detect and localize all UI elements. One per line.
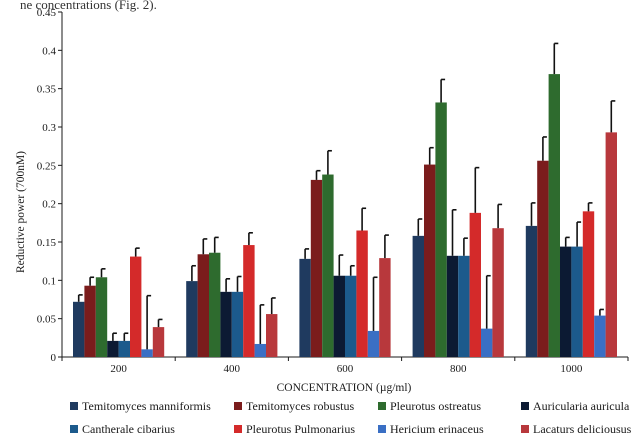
y-tick-label: 0.1	[42, 275, 56, 287]
tick-labels: 0 0.05 0.1 0.15 0.2 0.25 0.3 0.35 0.4 0.45 200 400 6…	[37, 7, 583, 375]
x-tick-label: 800	[450, 363, 467, 375]
bar	[435, 102, 447, 357]
bar	[537, 160, 549, 357]
y-tick-label: 0.45	[37, 7, 57, 19]
x-tick-label: 1000	[560, 363, 583, 375]
bar	[605, 132, 617, 357]
legend-label: Hericium erinaceus	[390, 422, 484, 436]
bars	[73, 74, 617, 357]
bar	[243, 245, 255, 357]
y-tick-label: 0.05	[37, 314, 57, 326]
bar	[469, 212, 481, 357]
legend-swatch	[70, 425, 78, 433]
bar	[107, 340, 119, 357]
legend-label: Temitomyces robustus	[246, 399, 354, 413]
legend: Temitomyces manniformis Temitomyces robus…	[70, 399, 632, 436]
legend-swatch	[521, 425, 529, 433]
bar	[84, 285, 96, 357]
legend-label: Pleurotus ostreatus	[390, 399, 481, 413]
bar	[525, 225, 538, 357]
bar	[299, 258, 311, 357]
bar	[412, 235, 424, 357]
legend-swatch	[70, 402, 78, 410]
error-bars	[77, 42, 616, 350]
y-axis-title: Reductive power (700nM)	[15, 151, 27, 273]
bar	[322, 174, 334, 357]
legend-swatch	[234, 425, 242, 433]
bar	[424, 164, 436, 357]
y-tick-label: 0.2	[42, 199, 56, 211]
bar	[571, 246, 583, 357]
bar	[266, 314, 278, 357]
legend-label: Pleurotus Pulmonarius	[246, 422, 355, 436]
y-tick-label: 0.25	[37, 160, 57, 172]
bar	[186, 281, 198, 357]
y-tick-label: 0	[51, 352, 57, 364]
legend-label: Cantherale cibarius	[82, 422, 175, 436]
bar	[548, 74, 560, 357]
bar	[95, 277, 108, 357]
legend-swatch	[521, 402, 529, 410]
x-axis-title: CONCENTRATION (µg/ml)	[277, 382, 412, 394]
x-tick-label: 400	[224, 363, 241, 375]
bar	[220, 291, 232, 357]
bar	[310, 179, 323, 357]
bar	[446, 255, 459, 357]
x-tick-label: 200	[110, 363, 127, 375]
bar	[458, 255, 470, 357]
bar	[481, 328, 493, 357]
bar	[582, 211, 595, 357]
legend-swatch	[378, 402, 386, 410]
legend-label: Auricularia auricula	[533, 399, 630, 413]
bar	[141, 349, 153, 357]
bar	[73, 301, 85, 357]
y-tick-label: 0.4	[42, 45, 56, 57]
bar	[333, 275, 345, 357]
legend-label: Lacaturs deliciousus	[533, 422, 632, 436]
legend-swatch	[234, 402, 242, 410]
page-header-fragment: ne concentrations (Fig. 2).	[20, 0, 157, 12]
bar	[118, 340, 130, 357]
bar	[130, 256, 142, 357]
bar	[560, 246, 572, 357]
y-tick-label: 0.15	[37, 237, 57, 249]
bar	[356, 230, 368, 357]
bar	[254, 343, 266, 357]
legend-swatch	[378, 425, 386, 433]
bar	[492, 228, 504, 357]
bar	[209, 252, 221, 357]
bar	[231, 291, 244, 357]
bar	[152, 327, 165, 357]
y-tick-label: 0.3	[42, 122, 56, 134]
bar	[379, 258, 391, 357]
y-tick-label: 0.35	[37, 84, 57, 96]
bar	[594, 315, 606, 357]
bar	[367, 330, 380, 357]
bar	[345, 275, 357, 357]
legend-label: Temitomyces manniformis	[82, 399, 211, 413]
bar	[197, 254, 209, 357]
x-tick-label: 600	[337, 363, 354, 375]
